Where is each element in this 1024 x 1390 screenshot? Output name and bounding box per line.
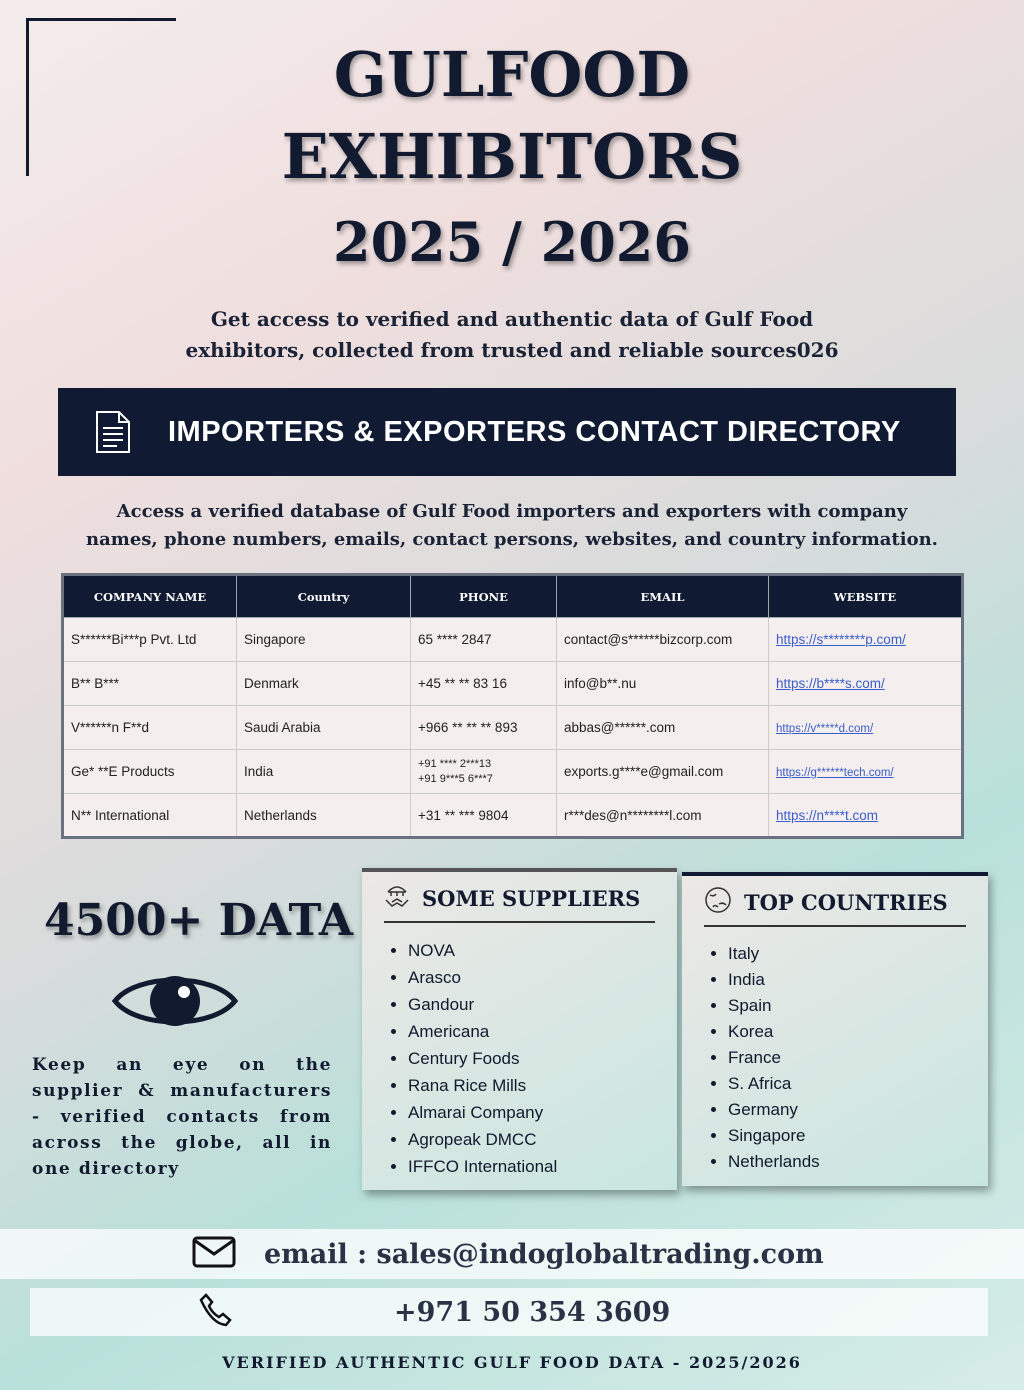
suppliers-item: Agropeak DMCC <box>408 1126 677 1153</box>
phone-cell: +45 ** ** 83 16 <box>410 661 557 706</box>
table-row: N** International Netherlands +31 ** *** … <box>62 793 963 838</box>
title-line-2: EXHIBITORS <box>281 120 743 193</box>
website-cell: https://g******tech.com/ <box>768 749 963 794</box>
description-line: Access a verified database of Gulf Food … <box>116 501 908 522</box>
country-cell: Singapore <box>236 617 411 662</box>
website-link[interactable]: https://n****t.com <box>776 807 879 823</box>
header-phone: PHONE <box>410 574 557 618</box>
table-row: B** B*** Denmark +45 ** ** 83 16 info@b**… <box>62 661 963 706</box>
countries-item: Italy <box>728 941 988 967</box>
phone-bar: +971 50 354 3609 <box>30 1288 988 1336</box>
country-cell: Denmark <box>236 661 411 706</box>
company-cell: S******Bi***p Pvt. Ltd <box>62 617 237 662</box>
countries-item: Singapore <box>728 1123 988 1149</box>
suppliers-item: IFFCO International <box>408 1153 677 1180</box>
country-cell: Netherlands <box>236 793 411 838</box>
handshake-icon <box>384 882 410 915</box>
email-cell: exports.g****e@gmail.com <box>556 749 769 794</box>
phone-cell: +31 ** *** 9804 <box>410 793 557 838</box>
phone-icon <box>198 1292 234 1333</box>
subtitle-line: Get access to verified and authentic dat… <box>210 307 814 331</box>
subtitle: Get access to verified and authentic dat… <box>0 304 1024 366</box>
email-cell: contact@s******bizcorp.com <box>556 617 769 662</box>
website-link[interactable]: https://v*****d.com/ <box>776 723 874 735</box>
suppliers-item: NOVA <box>408 937 677 964</box>
phone-cell: +91 **** 2***13 +91 9***5 6***7 <box>410 749 557 794</box>
website-cell: https://b****s.com/ <box>768 661 963 706</box>
countries-item: France <box>728 1045 988 1071</box>
document-icon <box>58 410 168 454</box>
suppliers-item: Gandour <box>408 991 677 1018</box>
description: Access a verified database of Gulf Food … <box>0 498 1024 554</box>
phone-line: +91 9***5 6***7 <box>418 772 493 785</box>
company-cell: N** International <box>62 793 237 838</box>
stats-text: Keep an eye on the supplier & manufactur… <box>32 1055 332 1179</box>
table-row: V******n F**d Saudi Arabia +966 ** ** ** … <box>62 705 963 750</box>
email-cell: r***des@n********l.com <box>556 793 769 838</box>
country-cell: Saudi Arabia <box>236 705 411 750</box>
eye-icon <box>111 968 239 1039</box>
email-bar: email : sales@indoglobaltrading.com <box>0 1229 1024 1279</box>
footer-text: VERIFIED AUTHENTIC GULF FOOD DATA - 2025… <box>222 1353 802 1372</box>
directory-banner: IMPORTERS & EXPORTERS CONTACT DIRECTORY <box>58 388 956 476</box>
suppliers-title: SOME SUPPLIERS <box>422 886 641 911</box>
countries-item: India <box>728 967 988 993</box>
suppliers-item: Century Foods <box>408 1045 677 1072</box>
table-row: S******Bi***p Pvt. Ltd Singapore 65 **** … <box>62 617 963 662</box>
table-row: Ge* **E Products India +91 **** 2***13 +91… <box>62 749 963 794</box>
suppliers-item: Rana Rice Mills <box>408 1072 677 1099</box>
suppliers-item: Arasco <box>408 964 677 991</box>
website-cell: https://s********p.com/ <box>768 617 963 662</box>
countries-item: Spain <box>728 993 988 1019</box>
website-link[interactable]: https://s********p.com/ <box>776 632 906 647</box>
subtitle-line: exhibitors, collected from trusted and r… <box>185 338 839 362</box>
company-cell: B** B*** <box>62 661 237 706</box>
countries-title: TOP COUNTRIES <box>744 890 948 915</box>
countries-card: TOP COUNTRIES ItalyIndiaSpainKoreaFrance… <box>682 872 988 1186</box>
countries-item: Germany <box>728 1097 988 1123</box>
banner-title: IMPORTERS & EXPORTERS CONTACT DIRECTORY <box>168 415 901 448</box>
contact-table: COMPANY NAME Country PHONE EMAIL WEBSITE… <box>61 573 964 839</box>
globe-icon <box>704 886 732 919</box>
website-link[interactable]: https://b****s.com/ <box>776 676 885 691</box>
corner-decoration <box>26 18 176 176</box>
header-company: COMPANY NAME <box>62 574 237 618</box>
header-country: Country <box>236 574 411 618</box>
title-line-1: GULFOOD <box>333 38 691 111</box>
email-cell: info@b**.nu <box>556 661 769 706</box>
phone-text[interactable]: +971 50 354 3609 <box>394 1296 671 1328</box>
phone-cell: +966 ** ** ** 893 <box>410 705 557 750</box>
suppliers-card: SOME SUPPLIERS NOVAArascoGandourAmerican… <box>362 868 677 1190</box>
website-cell: https://n****t.com <box>768 793 963 838</box>
phone-line: +91 **** 2***13 <box>418 757 492 770</box>
website-cell: https://v*****d.com/ <box>768 705 963 750</box>
header-website: WEBSITE <box>768 574 963 618</box>
phone-cell: 65 **** 2847 <box>410 617 557 662</box>
header-email: EMAIL <box>556 574 769 618</box>
suppliers-item: Americana <box>408 1018 677 1045</box>
title-years: 2025 / 2026 <box>333 210 691 274</box>
company-cell: V******n F**d <box>62 705 237 750</box>
countries-item: S. Africa <box>728 1071 988 1097</box>
data-count: 4500+ DATA <box>44 895 354 946</box>
website-link[interactable]: https://g******tech.com/ <box>776 767 894 779</box>
country-cell: India <box>236 749 411 794</box>
description-line: names, phone numbers, emails, contact pe… <box>86 529 938 550</box>
email-cell: abbas@******.com <box>556 705 769 750</box>
suppliers-item: Almarai Company <box>408 1099 677 1126</box>
company-cell: Ge* **E Products <box>62 749 237 794</box>
countries-item: Korea <box>728 1019 988 1045</box>
countries-item: Netherlands <box>728 1149 988 1175</box>
email-text[interactable]: email : sales@indoglobaltrading.com <box>264 1238 824 1270</box>
envelope-icon <box>192 1236 236 1273</box>
